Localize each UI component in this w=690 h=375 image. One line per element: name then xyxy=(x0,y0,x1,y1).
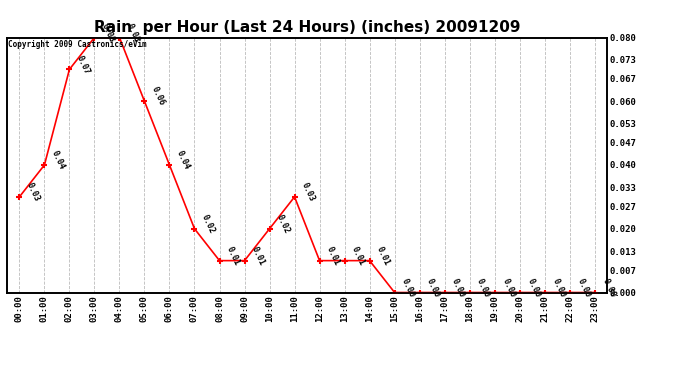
Text: 0.06: 0.06 xyxy=(150,86,166,107)
Text: 0.00: 0.00 xyxy=(525,277,542,298)
Text: 0.03: 0.03 xyxy=(25,181,41,203)
Text: 0.00: 0.00 xyxy=(425,277,442,298)
Text: 0.04: 0.04 xyxy=(50,149,66,171)
Text: 0.04: 0.04 xyxy=(175,149,192,171)
Text: 0.08: 0.08 xyxy=(100,22,117,44)
Text: Copyright 2009 Castronics/eVim: Copyright 2009 Castronics/eVim xyxy=(8,40,147,49)
Text: 0.00: 0.00 xyxy=(450,277,466,298)
Text: 0.01: 0.01 xyxy=(250,245,266,267)
Text: 0.00: 0.00 xyxy=(475,277,492,298)
Text: 0.00: 0.00 xyxy=(500,277,517,298)
Text: 0.08: 0.08 xyxy=(125,22,141,44)
Text: 0.01: 0.01 xyxy=(325,245,342,267)
Title: Rain  per Hour (Last 24 Hours) (inches) 20091209: Rain per Hour (Last 24 Hours) (inches) 2… xyxy=(94,20,520,35)
Text: 0.07: 0.07 xyxy=(75,54,92,75)
Text: 0.01: 0.01 xyxy=(375,245,392,267)
Text: 0.01: 0.01 xyxy=(225,245,241,267)
Text: 0.02: 0.02 xyxy=(275,213,292,235)
Text: 0.00: 0.00 xyxy=(575,277,592,298)
Text: 0.00: 0.00 xyxy=(400,277,417,298)
Text: 0.00: 0.00 xyxy=(600,277,617,298)
Text: 0.01: 0.01 xyxy=(350,245,366,267)
Text: 0.03: 0.03 xyxy=(300,181,317,203)
Text: 0.00: 0.00 xyxy=(550,277,566,298)
Text: 0.02: 0.02 xyxy=(200,213,217,235)
